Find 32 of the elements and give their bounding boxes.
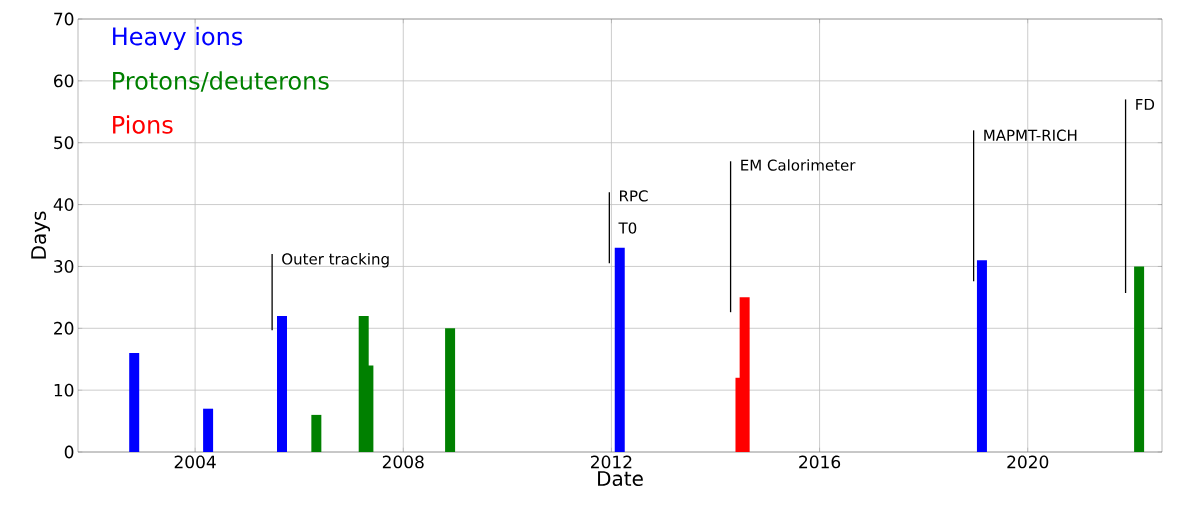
y-tick-label: 50 [54,136,74,150]
bar [277,315,287,452]
bar [614,247,625,452]
bar [311,414,322,452]
x-tick-label: 2008 [382,455,424,469]
y-tick-label: 20 [54,321,74,335]
annotation: MAPMT-RICH [984,129,1077,141]
y-tick-label: 30 [54,259,74,273]
bar [976,260,987,452]
annotation: Outer tracking [282,252,389,268]
text: Pions [113,115,173,134]
bar [129,353,140,452]
y-tick-label: 0 [64,445,74,459]
y-tick-label: 10 [54,383,74,397]
annotation: FD [1136,98,1155,110]
annotation: RPC [620,190,648,202]
x-tick-label: 2020 [1007,455,1049,469]
bar [445,328,456,452]
text: Heavy ions [113,26,243,51]
annotation: T0 [618,222,637,234]
bar [1134,266,1145,452]
x-tick-label: 2016 [799,455,841,469]
annotation: EM Calorimeter [741,159,856,171]
bar [203,408,214,452]
y-axis-title: Days [31,211,50,259]
y-tick-label: 60 [54,74,74,88]
y-tick-label: 40 [53,198,74,211]
y-tick-label: 70 [54,12,74,26]
x-tick-label: 2012 [591,455,632,469]
x-tick-label: 2004 [174,455,216,469]
x-axis-title: Date [598,471,643,487]
text: Protons/deuterons [113,71,329,92]
